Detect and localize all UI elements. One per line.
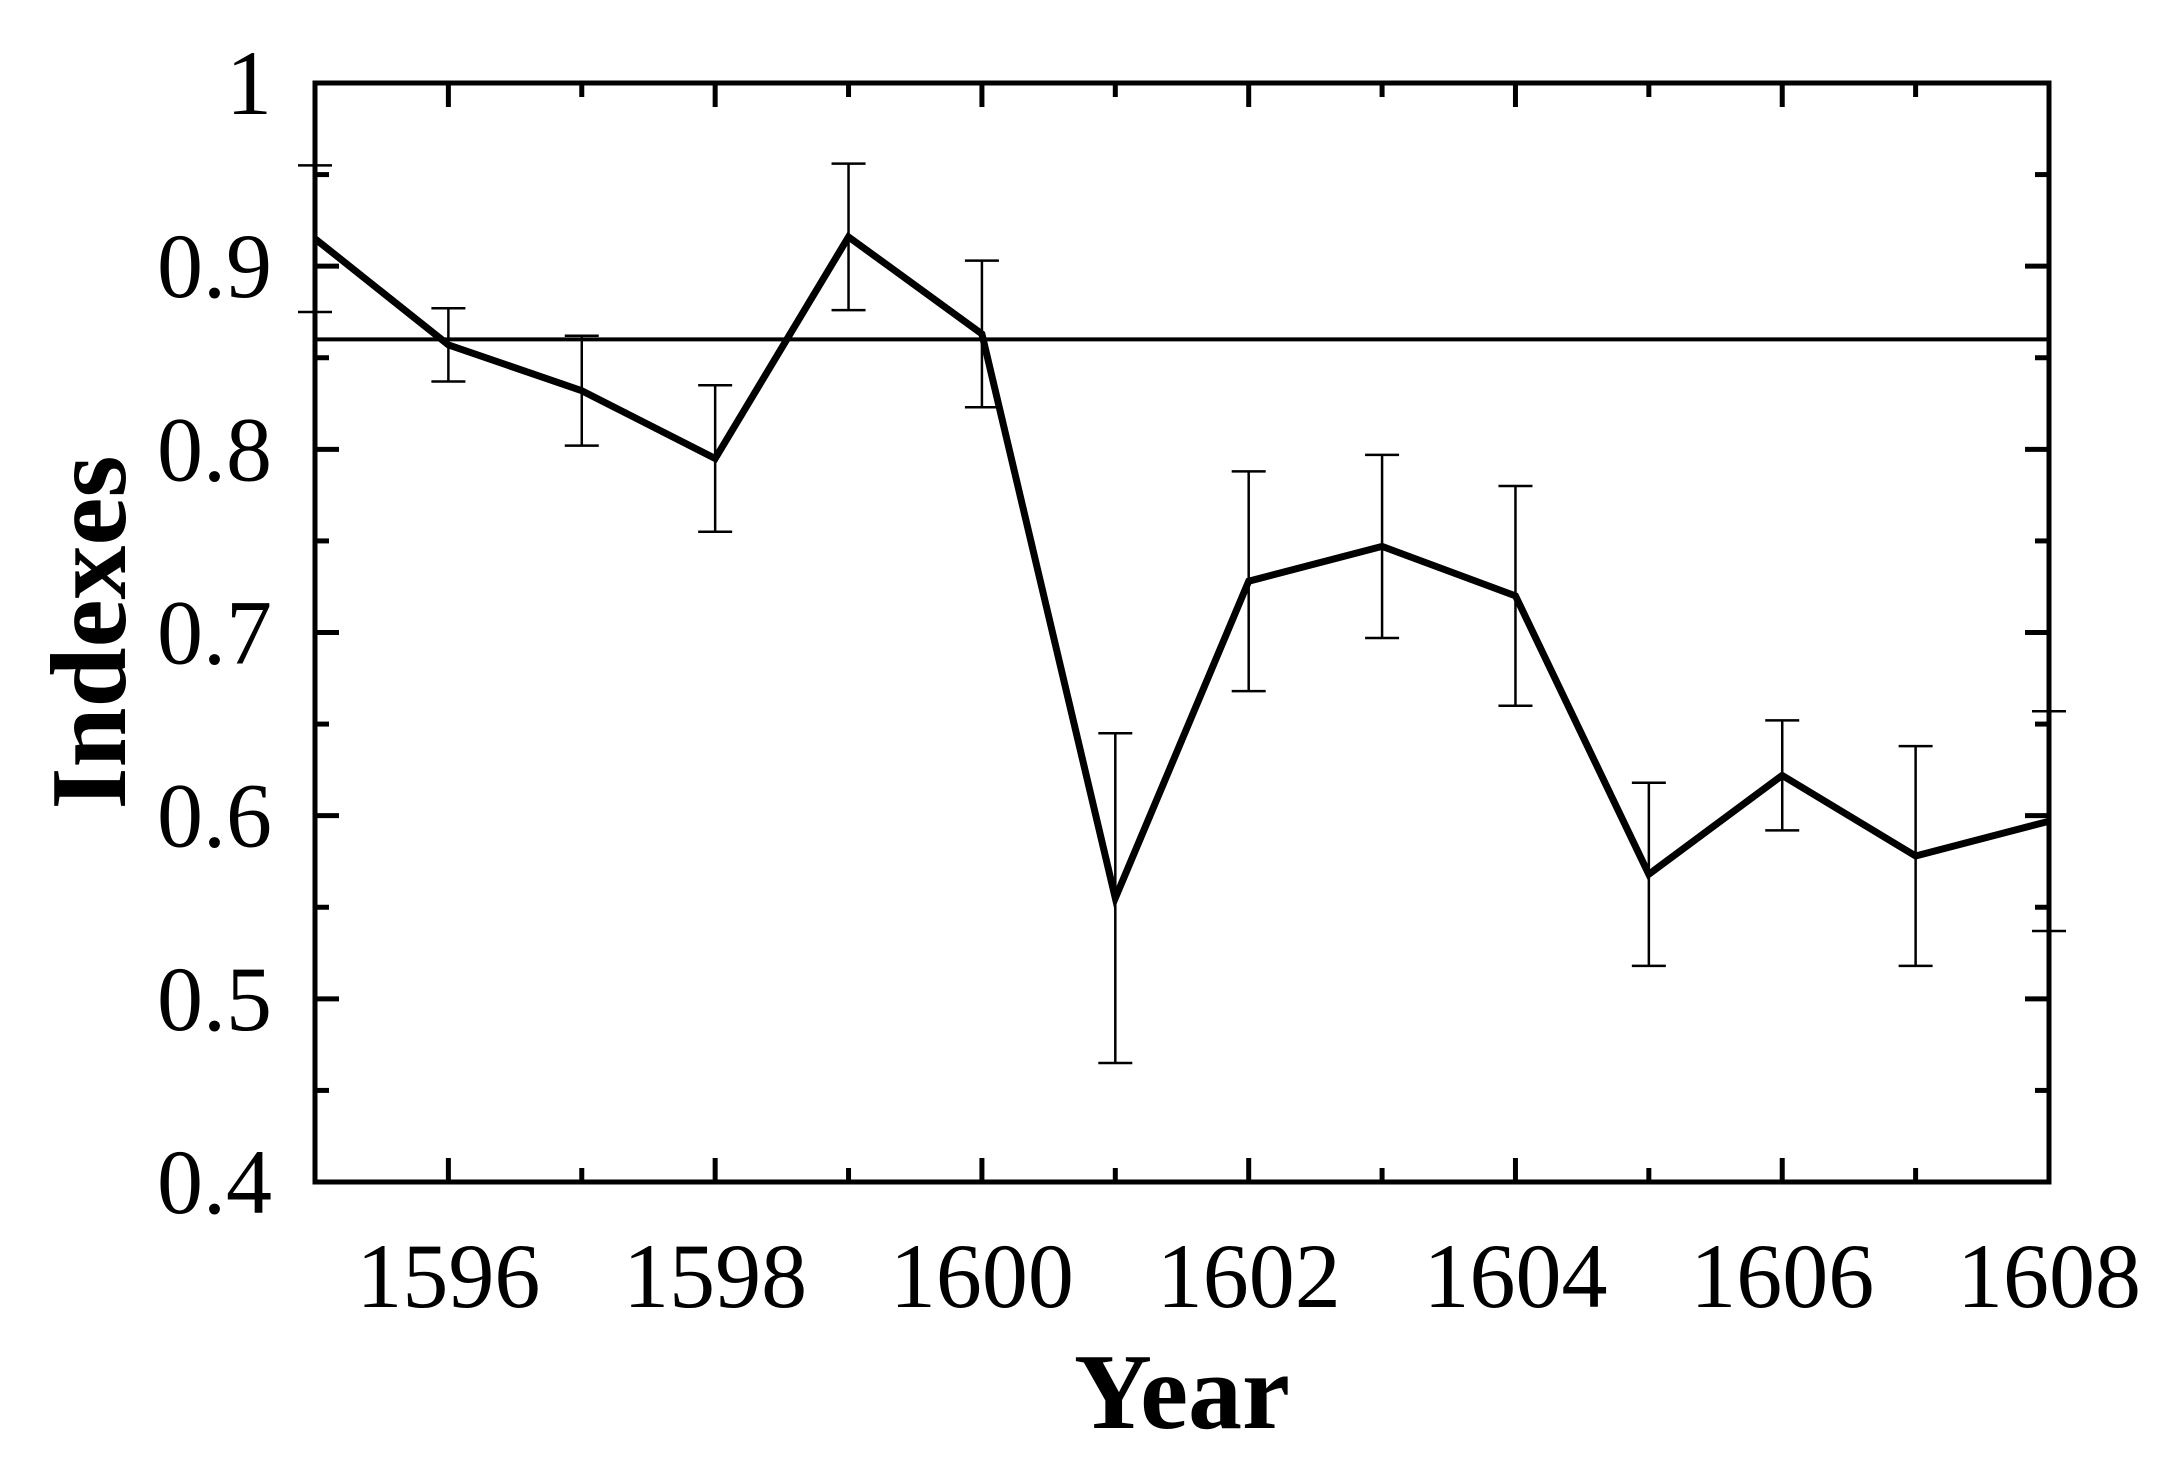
x-axis-title: Year [1074, 1333, 1290, 1452]
x-tick-label: 1600 [890, 1225, 1074, 1327]
y-tick-label: 0.9 [157, 215, 272, 317]
y-tick-labels: 0.4 0.5 0.6 0.7 0.8 0.9 1 [157, 32, 272, 1233]
y-tick-label: 0.6 [157, 765, 272, 867]
y-tick-label: 0.4 [157, 1131, 272, 1233]
plot-frame [312, 80, 2052, 1185]
error-bars [298, 162, 2066, 1065]
x-tick-label: 1608 [1957, 1225, 2141, 1327]
series-line [312, 231, 2050, 910]
y-tick-label: 0.8 [157, 398, 272, 500]
y-tick-label: 0.7 [157, 582, 272, 684]
x-tick-labels: 1596 1598 1600 1602 1604 1606 1608 [356, 1225, 2141, 1327]
y-axis-title: Indexes [30, 455, 149, 809]
x-tick-label: 1596 [356, 1225, 540, 1327]
x-tick-label: 1602 [1157, 1225, 1341, 1327]
y-tick-label: 1 [226, 32, 272, 134]
x-tick-label: 1598 [623, 1225, 807, 1327]
x-tick-label: 1606 [1690, 1225, 1874, 1327]
x-tick-label: 1604 [1423, 1225, 1607, 1327]
y-tick-label: 0.5 [157, 948, 272, 1050]
tick-marks [312, 80, 2052, 1185]
